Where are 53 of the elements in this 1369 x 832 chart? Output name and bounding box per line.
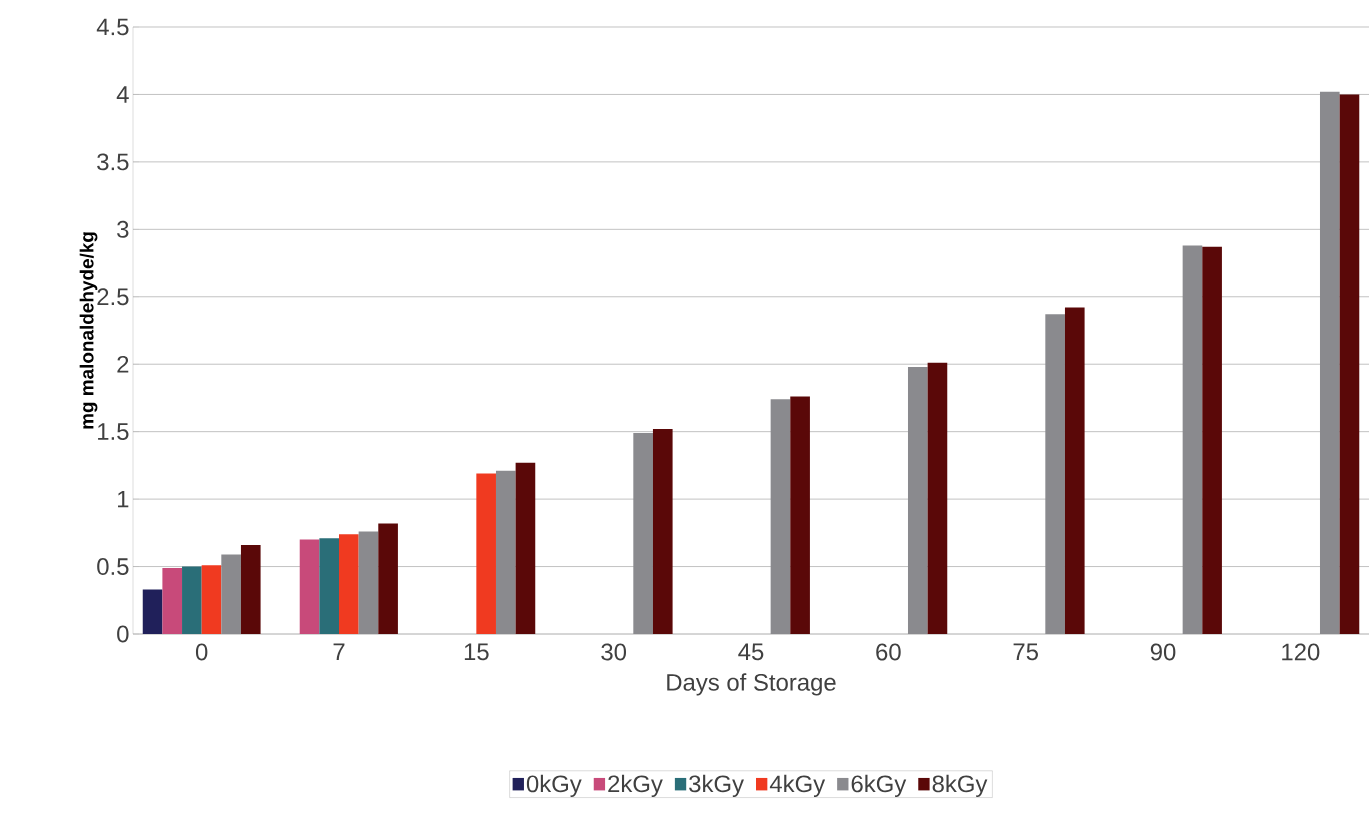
bar	[476, 473, 496, 634]
bar	[633, 433, 653, 634]
x-tick-label: 30	[601, 643, 627, 661]
y-tick-label: 0.5	[97, 558, 129, 576]
bar	[907, 366, 928, 634]
y-tick-label: 0	[117, 625, 129, 643]
x-axis-title: Days of Storage	[667, 673, 836, 696]
y-tick-label: 4.5	[96, 18, 129, 36]
x-tick-label: 75	[1013, 643, 1038, 661]
legend-label: 0kGy	[526, 774, 582, 798]
y-tick-label: 3	[117, 220, 129, 238]
bar	[339, 534, 359, 634]
bar	[221, 554, 241, 634]
y-tick-label: 4	[116, 86, 129, 103]
x-tick-label: 45	[738, 643, 764, 661]
bar	[515, 462, 536, 634]
x-tick-label: 120	[1282, 643, 1320, 661]
bar	[1339, 94, 1360, 634]
bar	[927, 362, 948, 634]
y-tick-label: 2	[117, 355, 129, 373]
y-tick-label: 1	[118, 490, 129, 508]
bar	[299, 539, 320, 634]
bar	[790, 396, 810, 634]
bar	[770, 399, 791, 634]
legend-label: 2kGy	[608, 774, 663, 798]
bar	[182, 566, 202, 634]
bar	[358, 531, 379, 634]
bar	[201, 565, 222, 634]
legend-label: 4kGy	[769, 774, 826, 798]
y-axis-title: mg malonaldehyde/kg	[79, 232, 98, 429]
bar	[378, 523, 398, 634]
legend-label: 8kGy	[932, 774, 988, 798]
x-tick-label: 90	[1150, 643, 1176, 661]
bar	[1202, 246, 1222, 634]
bar	[1182, 245, 1203, 634]
bar	[1045, 314, 1065, 634]
legend-label: 6kGy	[851, 774, 907, 798]
bar	[142, 589, 163, 634]
x-tick-label: 7	[333, 643, 345, 660]
bar	[652, 428, 673, 634]
bar	[240, 544, 261, 634]
y-tick-label: 1.5	[98, 423, 129, 441]
bar	[495, 470, 516, 634]
y-tick-label: 2.5	[97, 288, 129, 306]
y-tick-label: 3.5	[97, 153, 129, 171]
x-tick-label: 60	[876, 643, 901, 661]
x-tick-label: 0	[195, 643, 208, 661]
legend-label: 3kGy	[689, 774, 744, 798]
bar	[162, 567, 183, 634]
bar	[319, 538, 339, 634]
bar	[1064, 307, 1085, 634]
x-tick-label: 15	[464, 643, 489, 661]
bar	[1319, 91, 1340, 634]
